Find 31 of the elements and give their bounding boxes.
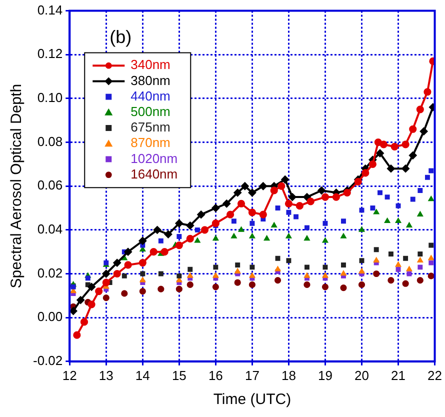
legend-label: 1020nm bbox=[130, 150, 178, 166]
y-tick-label: 0.06 bbox=[37, 178, 63, 193]
legend-label: 675nm bbox=[130, 120, 170, 135]
y-tick-label: 0.02 bbox=[37, 265, 63, 280]
x-tick-label: 13 bbox=[98, 368, 114, 383]
x-tick-label: 20 bbox=[354, 368, 369, 383]
x-tick-label: 19 bbox=[318, 368, 332, 383]
legend-label: 870nm bbox=[130, 135, 170, 150]
x-tick-label: 17 bbox=[244, 368, 260, 383]
y-tick-label: 0.10 bbox=[37, 90, 63, 106]
legend-label: 440nm bbox=[130, 88, 170, 104]
y-tick-label: 0.00 bbox=[37, 309, 63, 324]
x-tick-label: 22 bbox=[428, 368, 442, 383]
legend-label: 500nm bbox=[130, 104, 170, 119]
y-tick-label: -0.02 bbox=[32, 352, 63, 368]
x-tick-label: 18 bbox=[281, 368, 296, 383]
y-tick-label: 0.12 bbox=[37, 46, 63, 62]
x-tick-label: 15 bbox=[172, 368, 186, 383]
annotation: (b) bbox=[110, 26, 132, 47]
x-tick-label: 21 bbox=[391, 368, 406, 383]
x-axis-title: Time (UTC) bbox=[213, 391, 292, 408]
legend-label: 1640nm bbox=[130, 166, 178, 182]
y-tick-label: 0.04 bbox=[37, 222, 63, 237]
y-axis-title: Spectral Aerosol Optical Depth bbox=[8, 84, 26, 288]
y-tick-label: 0.14 bbox=[37, 2, 63, 18]
legend-label: 380nm bbox=[130, 72, 170, 88]
y-tick-label: 0.08 bbox=[37, 134, 63, 149]
x-tick-label: 16 bbox=[208, 368, 223, 383]
legend-label: 340nm bbox=[130, 57, 170, 72]
x-tick-label: 12 bbox=[62, 368, 77, 383]
x-tick-label: 14 bbox=[135, 368, 150, 383]
